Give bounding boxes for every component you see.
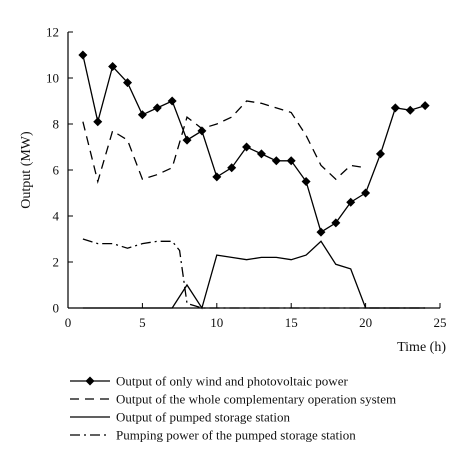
plot-area [78,50,430,310]
data-point [167,96,177,106]
legend: Output of only wind and photovoltaic pow… [70,374,396,443]
data-point [301,177,311,186]
data-point [405,105,415,115]
y-tick-label: 2 [53,255,60,270]
data-point [361,188,371,198]
legend-label-2: Output of the whole complementary operat… [116,392,396,407]
data-point [227,163,237,173]
data-point [331,218,341,228]
x-tick-label: 0 [65,315,72,330]
data-point [375,149,385,159]
legend-label-1: Output of only wind and photovoltaic pow… [116,374,348,389]
y-tick-label: 10 [46,71,59,86]
x-axis-title: Time (h) [397,340,446,355]
data-point [152,103,162,113]
data-point [256,149,266,159]
x-tick-label: 10 [210,315,223,330]
y-tick-label: 8 [53,117,60,132]
series-line-4 [82,238,426,309]
legend-label-4: Pumping power of the pumped storage stat… [116,428,356,443]
y-tick-label: 6 [53,163,60,178]
series-line-3 [82,240,426,310]
data-point [212,172,222,182]
data-point [286,156,296,166]
data-point [78,50,88,60]
data-point [93,117,103,127]
x-tick-label: 20 [359,315,372,330]
data-point [390,103,400,113]
series-line-1 [82,54,426,234]
data-point [420,101,430,111]
x-tick-label: 15 [285,315,298,330]
series-line-2 [82,100,366,184]
data-point [182,135,192,145]
y-axis-title: Output (MW) [19,131,34,209]
data-point [197,126,207,136]
data-point [271,156,281,166]
legend-label-3: Output of pumped storage station [116,410,291,425]
data-point [316,227,326,237]
data-point [108,62,118,71]
data-point [123,78,133,88]
y-tick-label: 4 [53,209,60,224]
legend-marker [85,376,95,386]
x-tick-label: 5 [139,315,146,330]
data-point [242,142,252,152]
y-tick-label: 12 [46,25,59,40]
data-point [137,110,147,120]
data-point [346,197,356,207]
y-tick-label: 0 [53,301,60,316]
axes: 0 5 10 15 20 25 0 2 4 6 8 10 12 [46,25,447,331]
x-tick-label: 25 [434,315,447,330]
